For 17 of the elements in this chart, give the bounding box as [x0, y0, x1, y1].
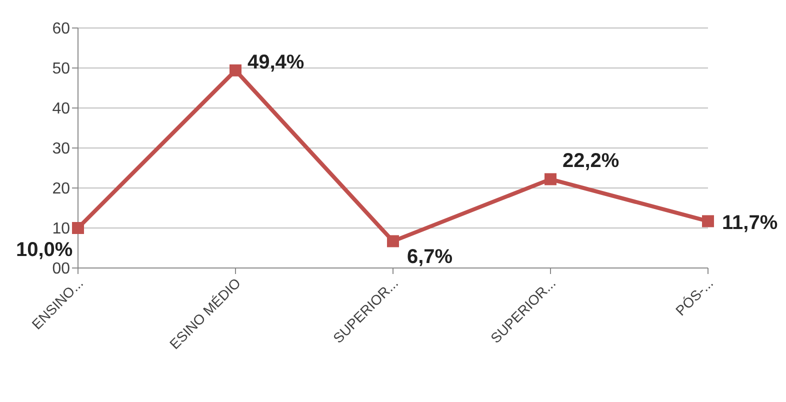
y-tick-label: 10	[52, 220, 70, 238]
y-tick-label: 00	[52, 260, 70, 278]
data-label: 49,4%	[248, 51, 304, 74]
data-label: 10,0%	[16, 239, 73, 261]
data-label: 11,7%	[722, 212, 778, 234]
data-label: 6,7%	[407, 246, 453, 268]
point	[544, 173, 556, 186]
y-tick-label: 20	[52, 180, 70, 198]
point	[702, 215, 714, 228]
y-tick-label: 30	[52, 140, 70, 158]
data-label: 22,2%	[562, 150, 620, 172]
point	[387, 235, 399, 248]
point	[230, 64, 242, 76]
point	[72, 222, 84, 234]
y-tick-label: 40	[52, 100, 70, 118]
y-tick-label: 60	[52, 20, 70, 38]
y-tick-label: 50	[52, 60, 70, 78]
